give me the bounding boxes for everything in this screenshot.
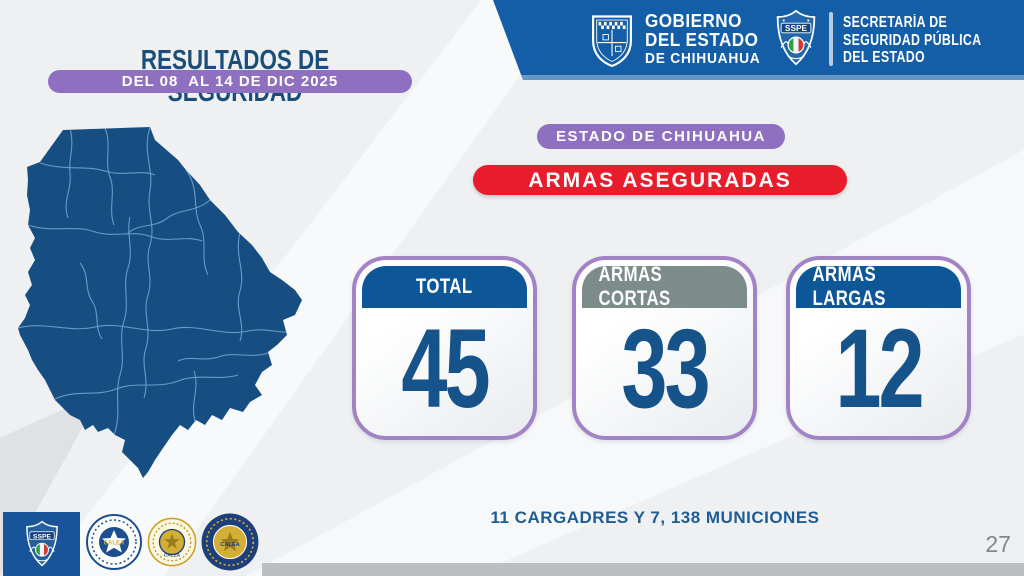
date-range-badge: DEL 08 AL 14 DE DIC 2025 xyxy=(48,70,412,93)
sspe-footer-logo: SSPE xyxy=(3,512,80,576)
svg-text:CALEA: CALEA xyxy=(104,541,125,547)
stat-card-header: ARMAS CORTAS xyxy=(582,263,747,310)
stat-card-armas-largas: ARMAS LARGAS 12 xyxy=(786,256,971,440)
bottom-bar xyxy=(262,563,1024,576)
secretariat-line1: SECRETARÍA DE xyxy=(843,14,948,31)
svg-text:SSPE: SSPE xyxy=(32,533,51,540)
stat-card-header: ARMAS LARGAS xyxy=(796,263,961,310)
government-title: GOBIERNO DEL ESTADO DE CHIHUAHUA xyxy=(645,12,760,68)
stat-card-header: TOTAL xyxy=(362,266,527,308)
page-number: 27 xyxy=(985,531,1011,557)
section-badge: ARMAS ASEGURADAS xyxy=(473,165,847,195)
stat-card-value: 12 xyxy=(835,306,924,431)
stat-card-value: 45 xyxy=(401,306,490,431)
header-banner: GOBIERNO DEL ESTADO DE CHIHUAHUA SSPE SE… xyxy=(493,0,1024,80)
calea-seal-icon: CALEA xyxy=(147,517,197,567)
secretariat-line3: DEL ESTADO xyxy=(843,49,925,66)
stat-card-total: TOTAL 45 xyxy=(352,256,537,440)
header-divider xyxy=(829,12,833,66)
stat-card-label: ARMAS LARGAS xyxy=(812,263,886,310)
svg-text:SSPE: SSPE xyxy=(785,23,808,33)
gov-line3: DE CHIHUAHUA xyxy=(645,51,761,67)
banner-highlight xyxy=(510,75,1024,80)
calea-seal-icon: CALEA xyxy=(201,513,259,571)
gov-line1: GOBIERNO xyxy=(645,11,742,31)
svg-text:CALEA: CALEA xyxy=(164,552,181,558)
stat-card-armas-cortas: ARMAS CORTAS 33 xyxy=(572,256,757,440)
stat-card-value: 33 xyxy=(621,306,710,431)
gov-line2: DEL ESTADO xyxy=(645,30,759,50)
secretariat-title: SECRETARÍA DE SEGURIDAD PÚBLICA DEL ESTA… xyxy=(843,14,981,67)
stat-card-label: TOTAL xyxy=(416,275,473,298)
stat-card-label: ARMAS CORTAS xyxy=(598,263,671,310)
footnote: 11 CARGADRES Y 7, 138 MUNICIONES xyxy=(490,508,820,527)
secretariat-line2: SEGURIDAD PÚBLICA xyxy=(843,31,982,49)
svg-text:CALEA: CALEA xyxy=(220,542,240,548)
sspe-badge-icon: SSPE xyxy=(25,520,58,567)
sspe-badge-icon: SSPE xyxy=(776,9,816,66)
calea-seal-icon: CALEA xyxy=(86,514,142,570)
chihuahua-state-map xyxy=(18,127,302,478)
region-badge: ESTADO DE CHIHUAHUA xyxy=(537,124,785,149)
chihuahua-coat-of-arms-icon xyxy=(592,15,632,68)
